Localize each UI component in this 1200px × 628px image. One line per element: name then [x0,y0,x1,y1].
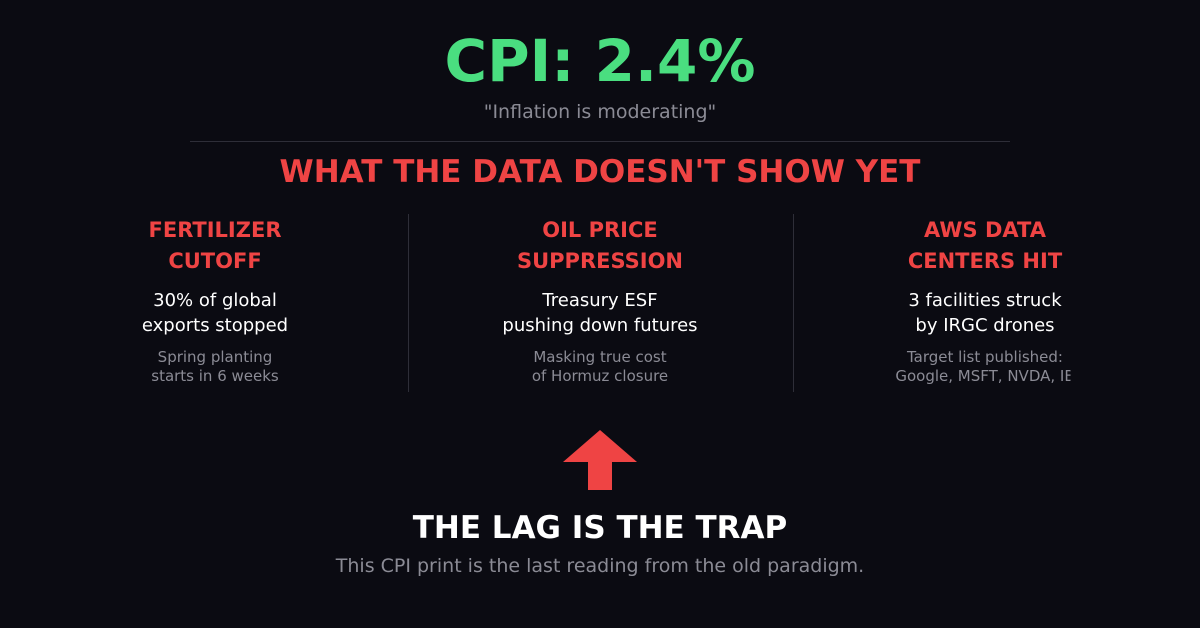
column-title-line: FERTILIZER [148,218,282,242]
column-note-line: Target list published: [907,348,1063,366]
arrow-shape [563,430,637,490]
column-body: 30% of global exports stopped [23,288,408,338]
divider [190,141,1010,142]
column-body-line: pushing down futures [502,315,698,336]
column: FERTILIZER CUTOFF 30% of global exports sto… [23,215,408,386]
column-body: Treasury ESF pushing down futures [408,288,793,338]
column-note-line: Masking true cost [533,348,667,366]
column-title-line: CUTOFF [168,249,262,273]
column-body-line: 3 facilities struck [908,290,1062,311]
footer-title: THE LAG IS THE TRAP [412,510,788,546]
up-arrow [563,430,637,490]
column-title: AWS DATA CENTERS HIT [793,215,1071,277]
column: OIL PRICE SUPPRESSION Treasury ESF pushing … [408,215,793,386]
column-note: Masking true cost of Hormuz closure [408,348,793,386]
column-divider [408,214,409,392]
subtitle: "Inflation is moderating" [483,101,717,123]
column-title-line: CENTERS HIT [907,249,1063,273]
footer-subtitle: This CPI print is the last reading from … [335,555,865,577]
column-title: OIL PRICE SUPPRESSION [408,215,793,277]
column-note: Target list published: Google, MSFT, NVDA… [793,348,1075,386]
headline: CPI: 2.4% [444,27,756,95]
column-body-line: Treasury ESF [542,290,658,311]
column-note-line: of Hormuz closure [531,367,669,385]
column-body-line: by IRGC drones [915,315,1055,336]
column-title: FERTILIZER CUTOFF [23,215,408,277]
column-divider [793,214,794,392]
column: AWS DATA CENTERS HIT 3 facilities struck by… [793,215,1075,386]
column-title-line: SUPPRESSION [516,249,684,273]
column-note-line: Google, MSFT, NVDA, IB [895,367,1075,385]
column-body: 3 facilities struck by IRGC drones [793,288,1071,338]
column-note-line: starts in 6 weeks [151,367,279,385]
column-title-line: OIL PRICE [542,218,658,242]
column-note: Spring planting starts in 6 weeks [23,348,408,386]
column-note-line: Spring planting [157,348,273,366]
column-title-line: AWS DATA [924,218,1046,242]
column-body-line: 30% of global [153,290,277,311]
column-body-line: exports stopped [141,315,289,336]
section-heading: WHAT THE DATA DOESN'T SHOW YET [279,154,921,190]
